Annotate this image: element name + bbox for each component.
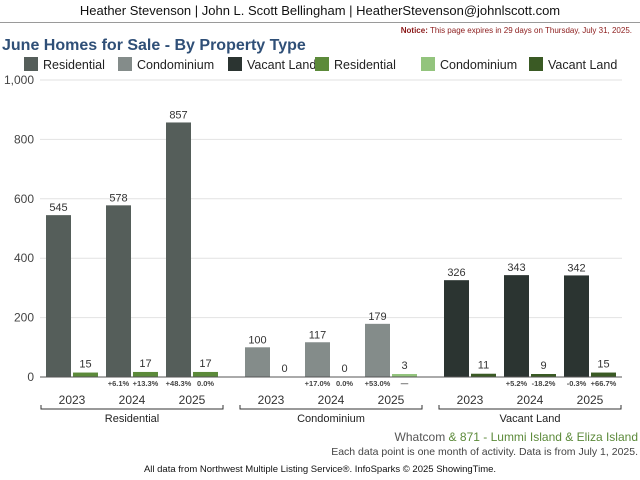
change-secondary-label-0-2: 0.0% xyxy=(197,379,214,388)
bar-secondary-value-label-0-1: 17 xyxy=(139,358,151,370)
legend-label-4: Condominium xyxy=(440,58,517,72)
bar-value-label-0-0: 545 xyxy=(49,202,67,214)
group-label-0: Residential xyxy=(105,413,159,425)
bar-0-0 xyxy=(46,215,71,377)
change-label-1-2: +53.0% xyxy=(365,379,391,388)
x-tick-label-0-1: 2024 xyxy=(119,393,146,407)
bar-secondary-value-label-1-2: 3 xyxy=(401,360,407,372)
bar-2-0 xyxy=(444,280,469,377)
bar-secondary-value-label-2-1: 9 xyxy=(540,360,546,372)
bar-value-label-2-2: 342 xyxy=(567,262,585,274)
x-tick-label-2-1: 2024 xyxy=(517,393,544,407)
bar-value-label-2-0: 326 xyxy=(447,267,465,279)
bar-secondary-0-2 xyxy=(193,371,218,377)
notice-text: This page expires in 29 days on Thursday… xyxy=(429,26,632,35)
legend-label-1: Condominium xyxy=(137,58,214,72)
bar-0-1 xyxy=(106,205,131,377)
legend-label-3: Residential xyxy=(334,58,396,72)
bar-secondary-0-1 xyxy=(133,371,158,377)
bar-secondary-value-label-0-0: 15 xyxy=(79,359,91,371)
y-tick-label-0: 0 xyxy=(27,370,34,384)
x-tick-label-0-2: 2025 xyxy=(179,393,206,407)
legend-swatch-5 xyxy=(529,57,543,71)
bar-1-0 xyxy=(245,347,270,377)
legend-label-0: Residential xyxy=(43,58,105,72)
bar-secondary-0-0 xyxy=(73,372,98,377)
region-amp: & xyxy=(448,430,457,444)
agent-header: Heather Stevenson | John L. Scott Bellin… xyxy=(0,0,640,23)
bar-value-label-1-1: 117 xyxy=(309,329,327,341)
bar-value-label-0-1: 578 xyxy=(109,192,127,204)
y-tick-label-5: 1,000 xyxy=(4,73,34,87)
change-secondary-label-0-1: +13.3% xyxy=(133,379,159,388)
legend-label-5: Vacant Land xyxy=(548,58,617,72)
change-secondary-label-2-1: -18.2% xyxy=(532,379,556,388)
x-tick-label-0-0: 2023 xyxy=(59,393,86,407)
x-tick-label-2-0: 2023 xyxy=(457,393,484,407)
x-tick-label-2-2: 2025 xyxy=(577,393,604,407)
bar-secondary-value-label-1-1: 0 xyxy=(341,363,347,375)
change-label-0-2: +48.3% xyxy=(166,379,192,388)
change-label-1-1: +17.0% xyxy=(305,379,331,388)
group-bracket-2 xyxy=(438,405,622,410)
bar-value-label-2-1: 343 xyxy=(507,262,525,274)
y-tick-label-1: 200 xyxy=(14,311,34,325)
region-line: Whatcom & 871 - Lummi Island & Eliza Isl… xyxy=(395,430,638,444)
footer-source: All data from Northwest Multiple Listing… xyxy=(143,464,497,475)
bar-2-1 xyxy=(504,275,529,377)
notice-label: Notice: xyxy=(400,26,428,35)
data-note: Each data point is one month of activity… xyxy=(331,446,638,458)
bar-1-2 xyxy=(365,323,390,377)
group-bracket-0 xyxy=(40,405,224,410)
y-tick-label-2: 400 xyxy=(14,251,34,265)
change-secondary-label-2-2: +66.7% xyxy=(591,379,617,388)
bar-secondary-2-1 xyxy=(531,374,556,377)
legend-swatch-4 xyxy=(421,57,435,71)
bar-secondary-2-0 xyxy=(471,373,496,377)
change-label-0-1: +6.1% xyxy=(108,379,130,388)
x-tick-label-1-0: 2023 xyxy=(258,393,285,407)
bar-1-1 xyxy=(305,342,330,377)
y-tick-label-4: 800 xyxy=(14,132,34,146)
expiry-notice: Notice: This page expires in 29 days on … xyxy=(401,26,632,35)
bar-secondary-2-2 xyxy=(591,372,616,377)
change-label-2-1: +5.2% xyxy=(506,379,528,388)
bar-secondary-value-label-2-0: 11 xyxy=(478,360,489,372)
change-secondary-label-1-2: — xyxy=(401,379,409,388)
bar-secondary-value-label-2-2: 15 xyxy=(597,359,609,371)
legend-label-2: Vacant Land xyxy=(247,58,316,72)
legend-swatch-0 xyxy=(24,57,38,71)
group-bracket-1 xyxy=(239,405,423,410)
chart-title: June Homes for Sale - By Property Type xyxy=(2,37,306,54)
bar-secondary-1-2 xyxy=(392,374,417,377)
bar-value-label-1-0: 100 xyxy=(248,334,266,346)
bar-value-label-0-2: 857 xyxy=(169,109,187,121)
y-tick-label-3: 600 xyxy=(14,192,34,206)
bar-2-2 xyxy=(564,275,589,377)
bar-0-2 xyxy=(166,122,191,377)
bar-secondary-value-label-1-0: 0 xyxy=(281,363,287,375)
x-tick-label-1-1: 2024 xyxy=(318,393,345,407)
bar-secondary-value-label-0-2: 17 xyxy=(199,358,211,370)
legend-swatch-2 xyxy=(228,57,242,71)
region-area: Whatcom xyxy=(394,430,446,444)
legend-swatch-3 xyxy=(315,57,329,71)
legend-swatch-1 xyxy=(118,57,132,71)
region-subarea: 871 - Lummi Island & Eliza Island xyxy=(459,430,638,444)
group-label-1: Condominium xyxy=(297,413,365,425)
change-secondary-label-1-1: 0.0% xyxy=(336,379,353,388)
x-tick-label-1-2: 2025 xyxy=(378,393,405,407)
group-label-2: Vacant Land xyxy=(500,413,561,425)
bar-value-label-1-2: 179 xyxy=(368,311,386,323)
agent-line: Heather Stevenson | John L. Scott Bellin… xyxy=(79,3,561,18)
change-label-2-2: -0.3% xyxy=(567,379,587,388)
